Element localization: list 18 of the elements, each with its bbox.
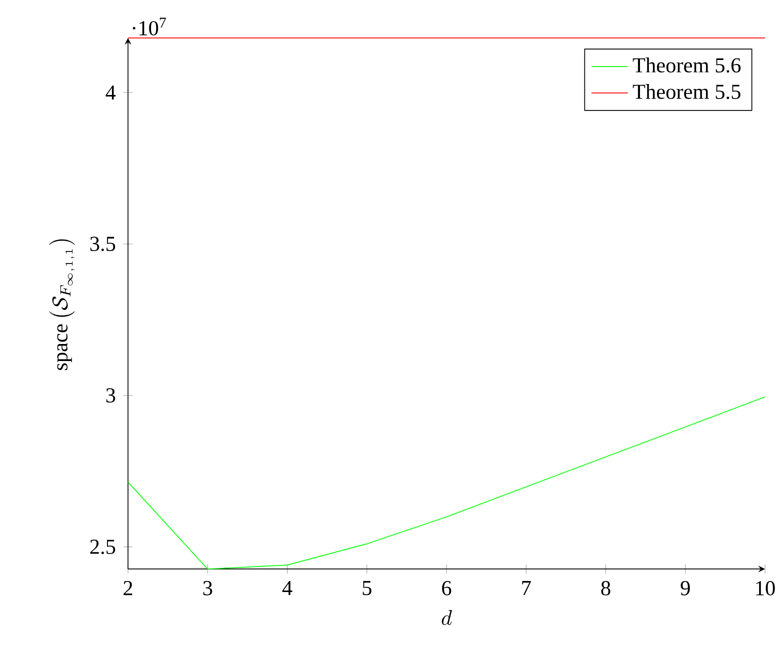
x-tick-label: 4: [282, 581, 292, 596]
legend-label: Theorem 5.6: [632, 58, 741, 73]
y-axis-title: $\mathrm{space}\left(\mathcal{S}_{F_{\infty,1,1}}\right)$: [49, 239, 75, 370]
x-tick-label: 9: [680, 581, 690, 596]
text: ·10$^{7}$: [132, 18, 166, 36]
x-tick-label: 7: [522, 581, 531, 595]
x-tick-label: 6: [442, 581, 452, 596]
x-tick-label: 8: [601, 581, 610, 596]
y-tick-label: 2.5: [90, 540, 116, 554]
x-axis-title: $d$: [442, 610, 452, 626]
x-tick-label: 3: [203, 581, 212, 596]
legend-label: Theorem 5.5: [632, 84, 740, 100]
y-tick-label: 3: [106, 388, 116, 403]
y-tick-label: 4: [106, 85, 116, 100]
x-tick-label: 2: [124, 581, 132, 596]
x-tick-label: 5: [362, 581, 372, 596]
x-tick-label: 10: [756, 581, 775, 596]
y-tick-label: 3.5: [90, 236, 116, 252]
